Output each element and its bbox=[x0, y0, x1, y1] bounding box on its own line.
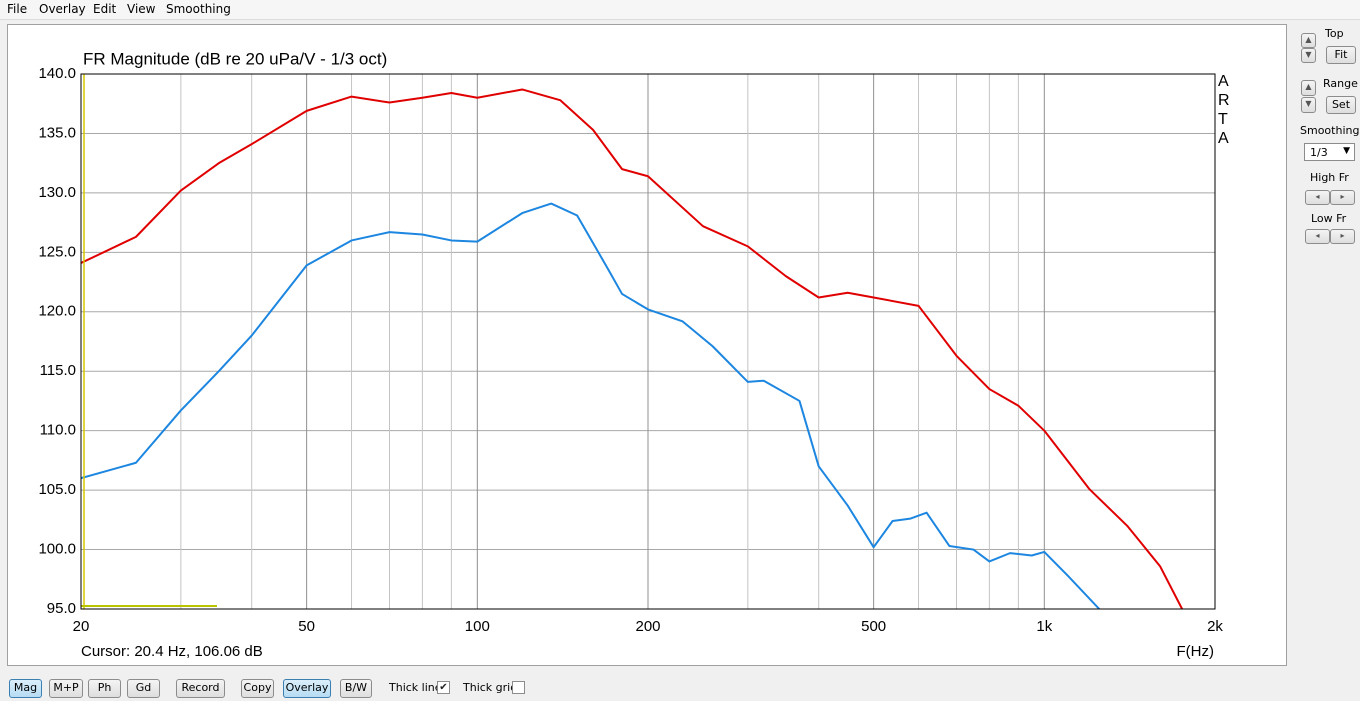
series-line bbox=[81, 88, 1184, 609]
toolbar-button[interactable]: Mag bbox=[9, 679, 42, 698]
top-down[interactable]: ▼ bbox=[1301, 48, 1316, 63]
x-axis-label: F(Hz) bbox=[1177, 643, 1215, 660]
range-label: Range bbox=[1323, 77, 1358, 90]
plot bbox=[81, 88, 1184, 609]
chart: FR Magnitude (dB re 20 uPa/V - 1/3 oct) … bbox=[7, 24, 1287, 666]
x-tick-label: 100 bbox=[465, 618, 490, 635]
y-tick-label: 115.0 bbox=[40, 362, 76, 379]
watermark: ARTA bbox=[1218, 73, 1230, 147]
low-fr-left[interactable]: ◂ bbox=[1305, 229, 1330, 244]
smoothing-value: 1/3 bbox=[1310, 146, 1328, 159]
high-fr-right[interactable]: ▸ bbox=[1330, 190, 1355, 205]
smoothing-select[interactable]: 1/3 ▼ bbox=[1304, 143, 1355, 161]
top-label: Top bbox=[1325, 27, 1344, 40]
y-tick-label: 105.0 bbox=[38, 481, 76, 498]
y-tick-label: 125.0 bbox=[38, 243, 76, 260]
grid bbox=[80, 73, 1216, 610]
range-down[interactable]: ▼ bbox=[1301, 97, 1316, 113]
menu-item[interactable]: Smoothing bbox=[166, 2, 231, 16]
cursor-readout: Cursor: 20.4 Hz, 106.06 dB bbox=[81, 643, 263, 660]
toolbar-button[interactable]: M+P bbox=[49, 679, 83, 698]
plot-frame bbox=[80, 73, 1216, 610]
y-tick-label: 140.0 bbox=[38, 65, 76, 82]
y-tick-label: 95.0 bbox=[47, 600, 76, 617]
toolbar-button[interactable]: Overlay bbox=[283, 679, 331, 698]
x-tick-label: 500 bbox=[861, 618, 886, 635]
chart-title: FR Magnitude (dB re 20 uPa/V - 1/3 oct) bbox=[83, 49, 387, 68]
smoothing-label: Smoothing bbox=[1300, 124, 1360, 137]
x-tick-label: 2k bbox=[1207, 618, 1223, 635]
checkbox[interactable] bbox=[512, 681, 525, 694]
x-tick-label: 50 bbox=[298, 618, 315, 635]
menu-item[interactable]: File bbox=[7, 2, 28, 16]
checkbox[interactable]: ✔ bbox=[437, 681, 450, 694]
dropdown-arrow: ▼ bbox=[1343, 146, 1350, 156]
low-fr-label: Low Fr bbox=[1311, 212, 1347, 225]
range-up[interactable]: ▲ bbox=[1301, 80, 1316, 96]
set-button[interactable]: Set bbox=[1326, 96, 1356, 114]
series-line bbox=[81, 202, 1100, 609]
checkbox-label: Thick line bbox=[389, 681, 442, 694]
top-up[interactable]: ▲ bbox=[1301, 33, 1316, 48]
x-tick-label: 1k bbox=[1036, 618, 1052, 635]
menu-item[interactable]: View bbox=[127, 2, 156, 16]
x-tick-label: 20 bbox=[73, 618, 90, 635]
high-fr-left[interactable]: ◂ bbox=[1305, 190, 1330, 205]
toolbar-button[interactable]: Gd bbox=[127, 679, 160, 698]
y-tick-label: 100.0 bbox=[38, 541, 76, 558]
menu-item[interactable]: Overlay bbox=[39, 2, 86, 16]
y-tick-label: 135.0 bbox=[38, 124, 76, 141]
y-tick-label: 110.0 bbox=[40, 422, 76, 439]
toolbar-button[interactable]: Copy bbox=[241, 679, 274, 698]
fit-button[interactable]: Fit bbox=[1326, 46, 1356, 64]
toolbar-button[interactable]: B/W bbox=[340, 679, 372, 698]
y-tick-label: 120.0 bbox=[38, 303, 76, 320]
toolbar-button[interactable]: Ph bbox=[88, 679, 121, 698]
checkbox-label: Thick grid bbox=[463, 681, 518, 694]
y-tick-label: 130.0 bbox=[38, 184, 76, 201]
menu-item[interactable]: Edit bbox=[93, 2, 117, 16]
toolbar-button[interactable]: Record bbox=[176, 679, 225, 698]
x-tick-label: 200 bbox=[635, 618, 660, 635]
high-fr-label: High Fr bbox=[1310, 171, 1349, 184]
menu-bar: File Overlay Edit View Smoothing bbox=[0, 0, 1360, 20]
low-fr-right[interactable]: ▸ bbox=[1330, 229, 1355, 244]
